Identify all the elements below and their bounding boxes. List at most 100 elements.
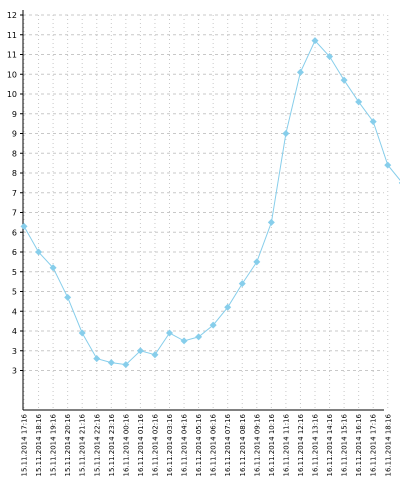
y-tick-label: 4 xyxy=(12,307,17,316)
y-tick: 10 xyxy=(7,70,23,79)
x-tick: 16.11.2014 10:16 xyxy=(268,413,276,476)
x-tick: 15.11.2014 19:16 xyxy=(50,413,58,476)
x-tick-label: 15.11.2014 20:16 xyxy=(64,413,72,476)
x-tick-label: 16.11.2014 16:16 xyxy=(355,413,363,476)
y-tick-label: 10 xyxy=(7,70,17,79)
data-point xyxy=(49,264,57,272)
x-tick-label: 16.11.2014 06:16 xyxy=(210,413,218,476)
x-tick: 16.11.2014 17:16 xyxy=(370,413,378,476)
y-tick-label: 6 xyxy=(12,228,17,237)
y-tick-label: 9 xyxy=(12,130,17,139)
x-tick: 15.11.2014 22:16 xyxy=(93,413,101,476)
x-tick-label: 16.11.2014 14:16 xyxy=(326,413,334,476)
x-axis-ticks: 15.11.2014 17:16 15.11.2014 18:16 15.11.20… xyxy=(21,413,400,476)
y-tick: 7 xyxy=(12,209,23,218)
x-tick: 16.11.2014 00:16 xyxy=(122,413,130,476)
y-tick: 5 xyxy=(12,288,23,297)
x-tick-label: 16.11.2014 19:16 xyxy=(399,413,400,476)
x-tick: 16.11.2014 16:16 xyxy=(355,413,363,476)
y-tick: 8 xyxy=(12,149,23,158)
data-point xyxy=(267,218,275,226)
x-tick-label: 16.11.2014 08:16 xyxy=(239,413,247,476)
data-point xyxy=(224,303,232,311)
y-tick-label: 7 xyxy=(12,189,17,198)
y-tick-label: 4 xyxy=(12,327,17,336)
data-point xyxy=(253,258,261,266)
x-tick-label: 16.11.2014 03:16 xyxy=(166,413,174,476)
data-point xyxy=(166,329,173,337)
x-tick-label: 16.11.2014 04:16 xyxy=(181,413,189,476)
x-tick-label: 15.11.2014 23:16 xyxy=(108,413,116,476)
series xyxy=(20,37,400,369)
data-point xyxy=(369,118,377,126)
data-point xyxy=(93,355,101,363)
grid xyxy=(23,14,389,410)
x-tick: 16.11.2014 07:16 xyxy=(224,413,232,476)
y-tick: 6 xyxy=(12,248,23,257)
data-point xyxy=(151,351,159,359)
y-tick-label: 10 xyxy=(7,90,17,99)
y-tick: 10 xyxy=(7,90,23,99)
x-tick-label: 16.11.2014 07:16 xyxy=(224,413,232,476)
x-tick-label: 16.11.2014 10:16 xyxy=(268,413,276,476)
y-tick: 7 xyxy=(12,189,23,198)
x-tick: 16.11.2014 03:16 xyxy=(166,413,174,476)
y-tick-label: 8 xyxy=(12,169,17,178)
y-tick: 3 xyxy=(12,367,23,376)
x-tick: 16.11.2014 18:16 xyxy=(384,413,392,476)
data-point xyxy=(136,347,144,355)
x-tick-label: 16.11.2014 11:16 xyxy=(282,413,290,476)
x-tick-label: 15.11.2014 21:16 xyxy=(79,413,87,476)
y-tick: 4 xyxy=(12,307,23,316)
y-axis-ticks: 3 3 4 4 5 5 6 6 7 7 8 8 9 9 10 10 11 11 12 xyxy=(7,11,23,376)
x-tick: 16.11.2014 02:16 xyxy=(151,413,159,476)
data-point xyxy=(107,359,115,367)
data-point xyxy=(296,68,304,76)
data-point xyxy=(195,333,203,341)
data-point xyxy=(20,222,28,230)
y-tick-label: 3 xyxy=(12,367,17,376)
data-point xyxy=(282,130,290,137)
data-point xyxy=(384,161,392,169)
y-tick: 11 xyxy=(7,51,23,60)
x-tick-label: 15.11.2014 22:16 xyxy=(93,413,101,476)
x-tick: 16.11.2014 11:16 xyxy=(282,413,290,476)
y-tick: 8 xyxy=(12,169,23,178)
series-line xyxy=(23,39,400,366)
x-tick-label: 15.11.2014 17:16 xyxy=(21,413,29,476)
y-tick-label: 3 xyxy=(12,347,17,356)
y-tick: 9 xyxy=(12,110,23,119)
y-tick-label: 5 xyxy=(12,268,17,277)
y-tick: 12 xyxy=(7,11,23,20)
x-tick: 16.11.2014 04:16 xyxy=(181,413,189,476)
x-tick-label: 16.11.2014 05:16 xyxy=(195,413,203,476)
data-point xyxy=(355,98,363,106)
x-tick: 16.11.2014 13:16 xyxy=(312,413,320,476)
data-point xyxy=(326,52,334,60)
data-point xyxy=(238,280,246,288)
x-tick: 16.11.2014 14:16 xyxy=(326,413,334,476)
data-point xyxy=(35,248,43,256)
data-point xyxy=(122,361,130,369)
y-tick-label: 6 xyxy=(12,248,17,257)
data-point xyxy=(78,329,86,337)
x-tick-label: 15.11.2014 19:16 xyxy=(50,413,58,476)
x-tick: 16.11.2014 19:16 xyxy=(399,413,400,476)
x-tick: 16.11.2014 15:16 xyxy=(341,413,349,476)
x-tick-label: 16.11.2014 02:16 xyxy=(151,413,159,476)
x-tick: 15.11.2014 17:16 xyxy=(21,413,29,476)
x-tick-label: 16.11.2014 01:16 xyxy=(137,413,145,476)
x-tick-label: 16.11.2014 13:16 xyxy=(312,413,320,476)
y-tick: 5 xyxy=(12,268,23,277)
data-point xyxy=(180,337,188,345)
x-tick: 16.11.2014 05:16 xyxy=(195,413,203,476)
axes xyxy=(22,10,384,411)
x-tick-label: 16.11.2014 18:16 xyxy=(384,413,392,476)
y-tick-label: 11 xyxy=(7,51,17,60)
data-point xyxy=(340,76,348,84)
data-point xyxy=(64,293,72,301)
y-tick: 4 xyxy=(12,327,23,336)
x-tick: 16.11.2014 08:16 xyxy=(239,413,247,476)
